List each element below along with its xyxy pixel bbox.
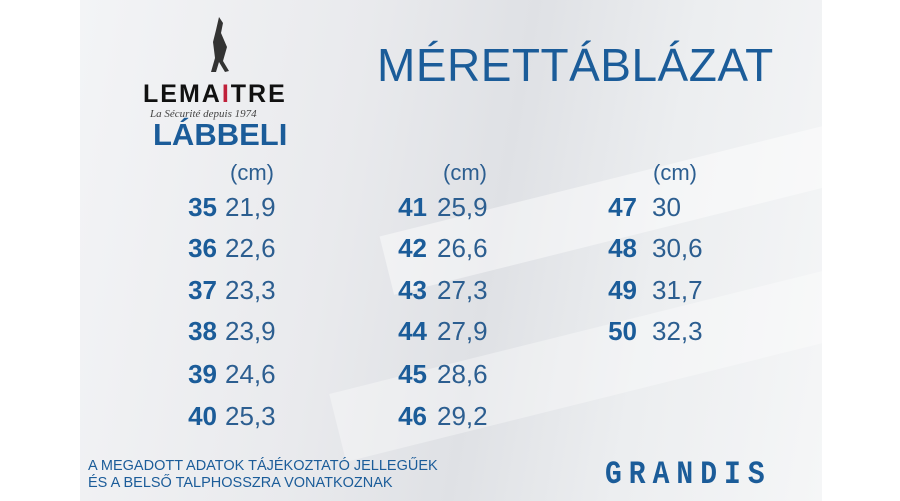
page-title: MÉRETTÁBLÁZAT <box>377 39 774 91</box>
shoe-size: 45 <box>398 359 427 389</box>
lemaitre-logo-figure <box>205 15 235 75</box>
shoe-size: 40 <box>188 401 217 431</box>
size-row: 38 <box>0 316 217 346</box>
foot-length: 25,3 <box>225 401 276 431</box>
shoe-size: 46 <box>398 401 427 431</box>
foot-length: 28,6 <box>437 359 488 389</box>
shoe-size: 42 <box>398 233 427 263</box>
size-row: 43 <box>0 275 427 305</box>
shoe-size: 37 <box>188 275 217 305</box>
size-row: 35 <box>0 192 217 222</box>
shoe-size: 47 <box>608 192 637 222</box>
section-title: LÁBBELI <box>153 117 288 152</box>
size-row: 39 <box>0 359 217 389</box>
background-photo <box>80 0 822 501</box>
foot-length: 21,9 <box>225 192 276 222</box>
size-row: 40 <box>0 401 217 431</box>
shoe-size: 48 <box>608 233 637 263</box>
note-line: ÉS A BELSŐ TALPHOSSZRA VONATKOZNAK <box>88 475 393 491</box>
foot-length: 27,3 <box>437 275 488 305</box>
shoe-size: 41 <box>398 192 427 222</box>
size-row: 44 <box>0 316 427 346</box>
size-row: 50 <box>0 316 637 346</box>
size-row: 48 <box>0 233 637 263</box>
size-row: 42 <box>0 233 427 263</box>
size-row: 36 <box>0 233 217 263</box>
foot-length: 30 <box>652 192 681 222</box>
size-row: 46 <box>0 401 427 431</box>
foot-length: 23,3 <box>225 275 276 305</box>
foot-length: 30,6 <box>652 233 703 263</box>
foot-length: 31,7 <box>652 275 703 305</box>
shoe-size: 43 <box>398 275 427 305</box>
size-row: 49 <box>0 275 637 305</box>
foot-length: 32,3 <box>652 316 703 346</box>
shoe-size: 35 <box>188 192 217 222</box>
brand-tagline: La Sécurité depuis 1974 <box>150 108 257 120</box>
foot-length: 25,9 <box>437 192 488 222</box>
foot-length: 22,6 <box>225 233 276 263</box>
note-line: A MEGADOTT ADATOK TÁJÉKOZTATÓ JELLEGŰEK <box>88 458 438 474</box>
size-row: 37 <box>0 275 217 305</box>
size-row: 41 <box>0 192 427 222</box>
shoe-size: 39 <box>188 359 217 389</box>
foot-length: 24,6 <box>225 359 276 389</box>
shoe-size: 44 <box>398 316 427 346</box>
disclaimer-note: A MEGADOTT ADATOK TÁJÉKOZTATÓ JELLEGŰEK … <box>88 458 438 492</box>
grandis-logo: GRANDIS <box>605 457 772 494</box>
foot-length: 23,9 <box>225 316 276 346</box>
size-row: 47 <box>0 192 637 222</box>
unit-label: (cm) <box>443 160 487 185</box>
brand-logo: LEMAITRE <box>143 80 287 108</box>
shoe-size: 36 <box>188 233 217 263</box>
unit-label: (cm) <box>230 160 274 185</box>
unit-label: (cm) <box>653 160 697 185</box>
foot-length: 29,2 <box>437 401 488 431</box>
foot-length: 27,9 <box>437 316 488 346</box>
shoe-size: 38 <box>188 316 217 346</box>
foot-length: 26,6 <box>437 233 488 263</box>
shoe-size: 50 <box>608 316 637 346</box>
size-row: 45 <box>0 359 427 389</box>
shoe-size: 49 <box>608 275 637 305</box>
